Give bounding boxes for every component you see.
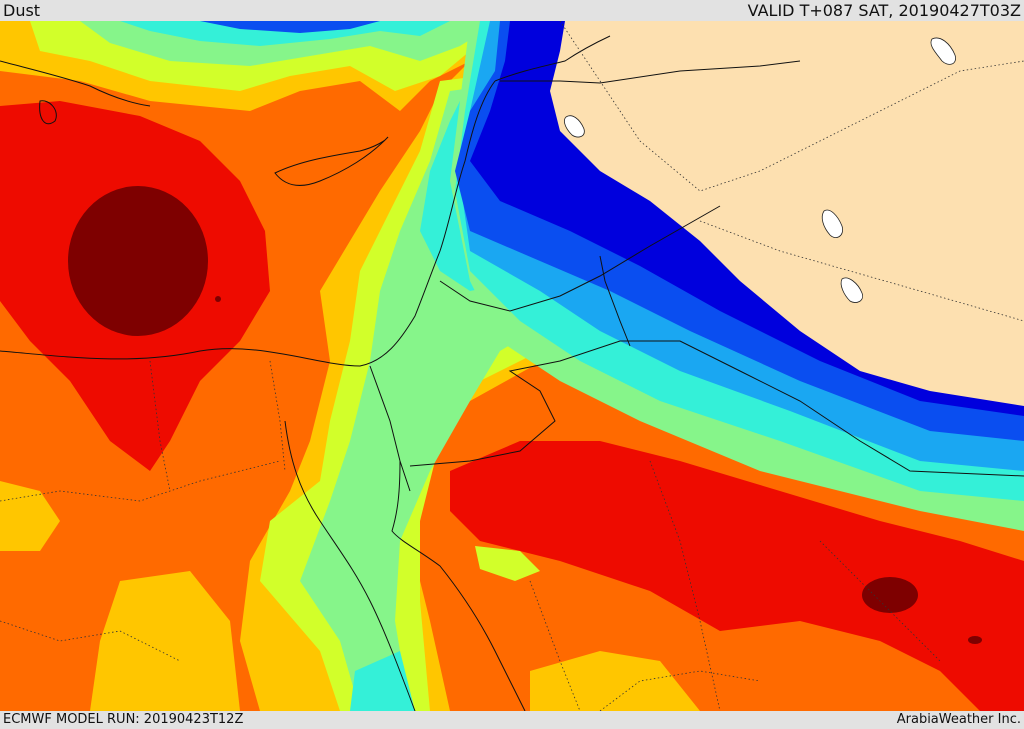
dust-patch-s-yellow xyxy=(530,651,700,711)
header-bar: Dust VALID T+087 SAT, 20190427T03Z xyxy=(0,0,1024,21)
dust-level-9-southeast-spot xyxy=(968,636,982,644)
footer-bar: ECMWF MODEL RUN: 20190423T12Z ArabiaWeat… xyxy=(0,711,1024,729)
lake-shape xyxy=(930,37,956,65)
credit: ArabiaWeather Inc. xyxy=(896,712,1021,727)
boundary-lines xyxy=(369,60,1024,492)
model-run: ECMWF MODEL RUN: 20190423T12Z xyxy=(3,712,244,727)
land-outside-field xyxy=(550,21,1024,406)
dust-level-9-spot xyxy=(215,296,221,302)
country-borders xyxy=(0,21,1024,711)
dust-corridor-cyan-south xyxy=(350,651,415,711)
coastlines xyxy=(0,35,611,711)
dust-map xyxy=(0,21,1024,711)
lake-shape xyxy=(840,277,863,303)
valid-time: VALID T+087 SAT, 20190427T03Z xyxy=(747,1,1021,20)
dust-level-8-southeast xyxy=(450,441,1024,711)
dust-level-9-west xyxy=(68,186,208,336)
lake-shape xyxy=(821,209,843,238)
lake-shape xyxy=(564,115,585,138)
dust-band-nw-cyan xyxy=(120,21,450,46)
map-title: Dust xyxy=(3,1,41,20)
dust-level-9-southeast xyxy=(862,577,918,613)
dust-patch-sw-yellow-2 xyxy=(90,571,240,711)
dust-patch-s-lime xyxy=(475,546,540,581)
dust-patch-sw-yellow xyxy=(0,481,60,551)
dust-band-nw-blue xyxy=(200,21,380,33)
